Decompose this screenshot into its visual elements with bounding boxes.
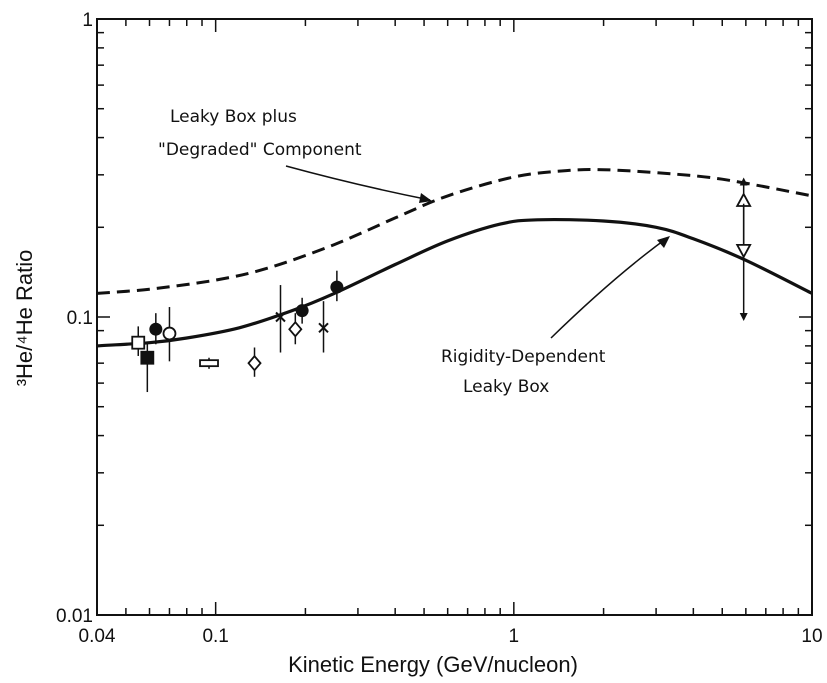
marker-open-diamond xyxy=(288,320,303,338)
svg-text:Leaky Box: Leaky Box xyxy=(463,377,549,397)
x-tick-label: 0.1 xyxy=(202,626,228,647)
annotation-leaky-box-plus: Leaky Box plus "Degraded" Component xyxy=(158,107,432,203)
data-point-open-triangle-down xyxy=(735,203,752,321)
marker-cross xyxy=(318,322,329,333)
marker-open-rect xyxy=(199,359,219,368)
series-line-leaky-box-plus-degraded xyxy=(96,168,813,295)
annotation-line: Leaky Box xyxy=(463,377,549,397)
x-tick-label: 0.04 xyxy=(79,626,116,647)
series-line-rigidity-dependent xyxy=(96,217,813,348)
annotation-line: Rigidity-Dependent xyxy=(441,347,606,367)
y-tick-label: 0.01 xyxy=(56,606,93,627)
marker-filled-circle xyxy=(295,304,309,318)
data-point-open-rect xyxy=(199,357,219,369)
arrowhead-up xyxy=(739,177,748,186)
marker-filled-square xyxy=(140,350,155,365)
marker-filled-circle xyxy=(330,280,344,294)
y-tick-label: 1 xyxy=(82,10,93,31)
y-axis-label: ³He/⁴He Ratio xyxy=(12,250,37,387)
data-point-cross xyxy=(275,285,286,353)
x-tick-label: 1 xyxy=(509,626,520,647)
marker-cross xyxy=(275,311,286,323)
data-point-filled-circle xyxy=(295,297,309,324)
data-point-open-diamond xyxy=(247,347,262,377)
annotation-arrow xyxy=(550,237,668,339)
annotation-line: "Degraded" Component xyxy=(158,140,362,160)
annotation-arrowhead xyxy=(419,193,432,203)
annotation-arrowhead xyxy=(657,236,670,248)
axis-ticks xyxy=(96,19,813,616)
annotation-line: Leaky Box plus xyxy=(170,107,297,127)
svg-text:Rigidity-Dependent: Rigidity-Dependent xyxy=(441,347,606,367)
series-lines xyxy=(96,168,813,348)
x-tick-labels: 0.04 0.1 1 10 xyxy=(79,626,823,647)
data-point-filled-circle xyxy=(149,313,163,345)
data-points xyxy=(131,177,752,393)
marker-open-circle xyxy=(162,326,177,341)
marker-open-triangle-down xyxy=(735,243,752,259)
marker-open-diamond xyxy=(247,354,262,372)
marker-filled-circle xyxy=(149,322,163,336)
svg-text:"Degraded" Component: "Degraded" Component xyxy=(158,140,362,160)
x-tick-label: 10 xyxy=(801,626,822,647)
annotation-arrow xyxy=(285,165,431,201)
y-tick-labels: 0.01 0.1 1 xyxy=(56,10,93,627)
data-point-filled-circle xyxy=(330,270,344,302)
arrowhead-down xyxy=(739,313,748,321)
data-point-open-circle xyxy=(162,307,177,362)
data-point-filled-square xyxy=(140,342,155,393)
marker-open-square xyxy=(131,335,146,350)
data-point-open-square xyxy=(131,326,146,356)
annotation-rigidity-dependent: Rigidity-Dependent Leaky Box xyxy=(441,236,670,397)
y-tick-label: 0.1 xyxy=(67,308,93,329)
x-axis-label: Kinetic Energy (GeV/nucleon) xyxy=(288,652,578,677)
svg-text:Leaky Box plus: Leaky Box plus xyxy=(170,107,297,127)
data-point-open-diamond xyxy=(288,313,303,345)
data-point-cross xyxy=(318,301,329,353)
